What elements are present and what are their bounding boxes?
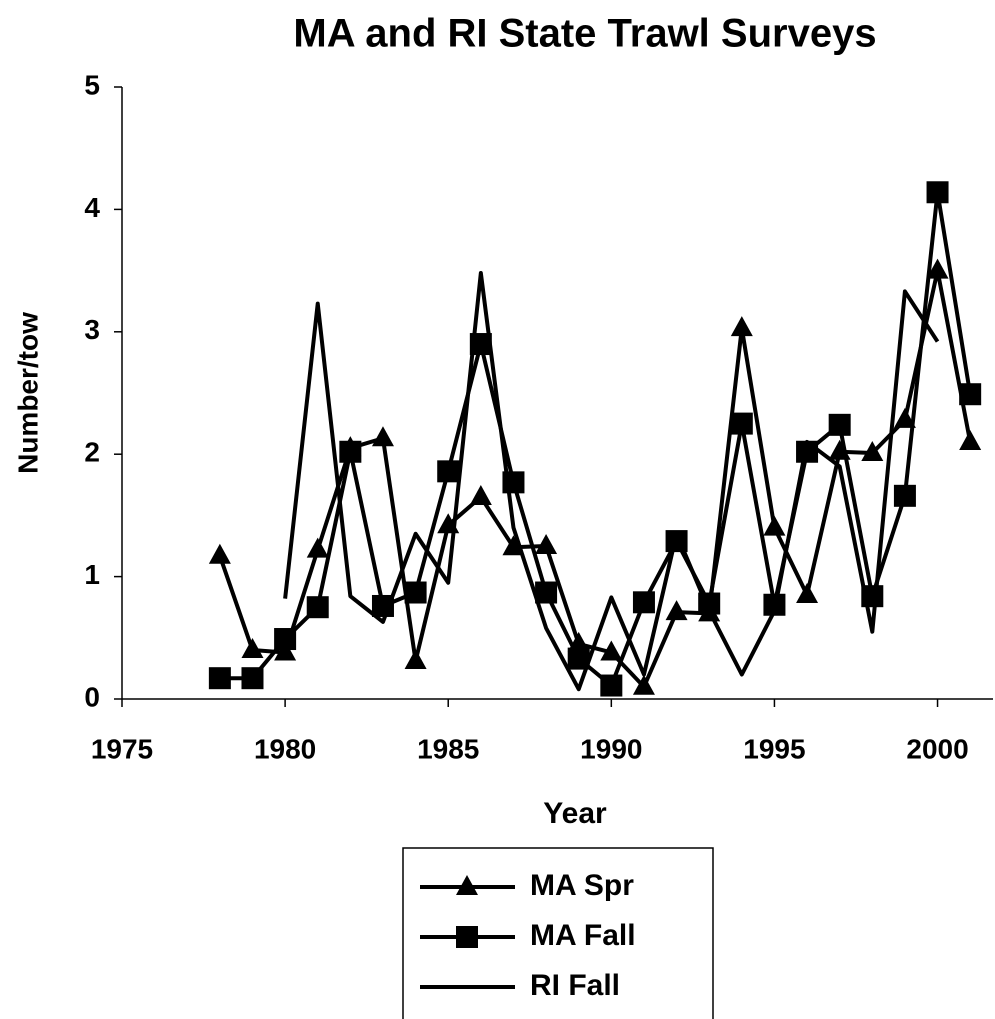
square-marker	[893, 484, 916, 507]
square-marker	[274, 628, 297, 651]
y-tick-label: 2	[84, 437, 100, 468]
x-tick-label: 1995	[743, 733, 805, 764]
square-marker	[404, 581, 427, 604]
square-marker	[456, 926, 478, 948]
triangle-marker	[763, 515, 786, 536]
triangle-marker	[893, 407, 916, 428]
x-tick-label: 1975	[91, 733, 153, 764]
series-line	[219, 190, 973, 688]
legend-label: MA Spr	[530, 869, 634, 902]
square-marker	[632, 591, 655, 614]
square-marker	[828, 413, 851, 436]
series-line	[283, 271, 940, 692]
triangle-marker	[371, 426, 394, 447]
triangle-marker	[600, 640, 623, 661]
x-tick-label: 1980	[254, 733, 316, 764]
chart-title: MA and RI State Trawl Surveys	[293, 12, 876, 56]
y-tick-label: 1	[84, 559, 100, 590]
square-marker	[730, 412, 753, 435]
triangle-marker	[959, 429, 982, 450]
triangle-marker	[730, 316, 753, 337]
x-tick-label: 1985	[417, 733, 479, 764]
triangle-marker	[796, 582, 819, 603]
triangle-marker	[926, 258, 949, 279]
square-marker	[535, 581, 558, 604]
y-axis-label: Number/tow	[12, 312, 43, 474]
square-marker	[567, 647, 590, 670]
square-marker	[339, 440, 362, 463]
legend-label: MA Fall	[530, 919, 636, 952]
x-axis-label: Year	[543, 797, 607, 830]
triangle-marker	[665, 600, 688, 621]
square-marker	[241, 667, 264, 690]
triangle-marker	[241, 638, 264, 659]
legend-label: RI Fall	[530, 969, 620, 1002]
x-tick-label: 2000	[906, 733, 968, 764]
triangle-marker	[456, 875, 478, 895]
square-marker	[959, 383, 982, 406]
triangle-marker	[306, 537, 329, 558]
y-tick-label: 4	[84, 192, 100, 223]
square-marker	[600, 674, 623, 697]
triangle-marker	[208, 543, 231, 564]
triangle-marker	[535, 534, 558, 554]
triangle-marker	[469, 485, 492, 506]
square-marker	[926, 181, 949, 204]
square-marker	[306, 596, 329, 619]
triangle-marker	[404, 649, 427, 670]
triangle-marker	[861, 440, 884, 461]
series-line	[217, 268, 973, 689]
x-tick-label: 1990	[580, 733, 642, 764]
y-tick-label: 0	[84, 681, 100, 712]
legend-box	[402, 847, 714, 1019]
triangle-marker	[274, 640, 297, 661]
square-marker	[208, 667, 231, 690]
y-tick-label: 5	[84, 69, 100, 100]
y-tick-label: 3	[84, 314, 100, 345]
square-marker	[437, 460, 460, 483]
triangle-marker	[632, 674, 655, 695]
